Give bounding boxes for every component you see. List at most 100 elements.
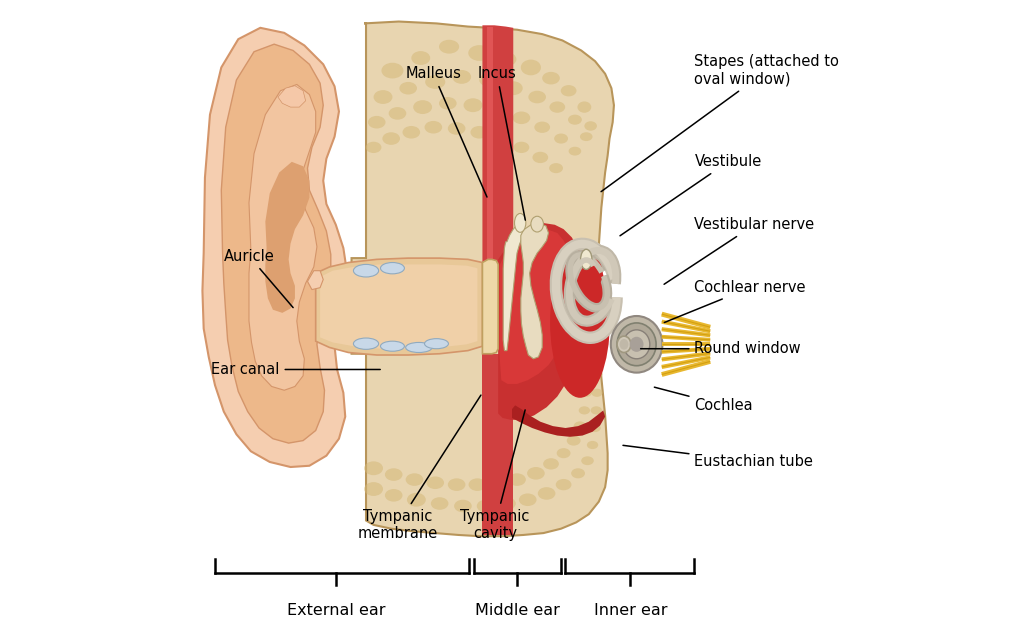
Ellipse shape	[412, 51, 430, 65]
Polygon shape	[249, 85, 317, 390]
Text: Tympanic
membrane: Tympanic membrane	[357, 395, 481, 541]
Ellipse shape	[479, 74, 497, 87]
Ellipse shape	[365, 482, 383, 496]
Polygon shape	[321, 264, 477, 349]
Ellipse shape	[554, 133, 568, 143]
Ellipse shape	[556, 479, 571, 490]
Ellipse shape	[585, 121, 597, 131]
Polygon shape	[486, 27, 494, 262]
Ellipse shape	[406, 343, 432, 353]
Ellipse shape	[527, 467, 545, 480]
Polygon shape	[482, 354, 513, 535]
Ellipse shape	[504, 82, 522, 95]
Ellipse shape	[630, 337, 643, 352]
Ellipse shape	[498, 52, 516, 66]
Ellipse shape	[514, 142, 529, 153]
Ellipse shape	[514, 214, 526, 233]
Ellipse shape	[489, 103, 507, 116]
Ellipse shape	[550, 101, 565, 112]
Ellipse shape	[532, 152, 548, 163]
Ellipse shape	[381, 341, 404, 351]
Text: External ear: External ear	[287, 603, 385, 618]
Ellipse shape	[561, 85, 577, 97]
Text: Incus: Incus	[477, 66, 525, 220]
Ellipse shape	[439, 40, 459, 54]
Ellipse shape	[425, 75, 445, 89]
Ellipse shape	[425, 339, 449, 349]
Ellipse shape	[453, 70, 471, 84]
Text: Malleus: Malleus	[406, 66, 487, 197]
Text: Inner ear: Inner ear	[594, 603, 667, 618]
Ellipse shape	[543, 458, 559, 470]
Ellipse shape	[407, 493, 426, 507]
Ellipse shape	[447, 122, 466, 135]
Ellipse shape	[566, 435, 581, 446]
Polygon shape	[498, 223, 585, 420]
Ellipse shape	[581, 389, 592, 397]
Ellipse shape	[617, 323, 656, 366]
Ellipse shape	[513, 111, 530, 124]
Ellipse shape	[425, 121, 442, 133]
Polygon shape	[500, 229, 573, 384]
Text: Middle ear: Middle ear	[474, 603, 559, 618]
Text: Vestibule: Vestibule	[620, 154, 762, 236]
Polygon shape	[315, 258, 482, 355]
Ellipse shape	[477, 500, 495, 513]
Ellipse shape	[573, 422, 587, 431]
Ellipse shape	[519, 494, 537, 506]
Ellipse shape	[353, 338, 379, 349]
Ellipse shape	[399, 82, 417, 95]
Ellipse shape	[585, 259, 602, 288]
Ellipse shape	[414, 100, 432, 114]
Ellipse shape	[353, 264, 379, 277]
Ellipse shape	[470, 126, 488, 138]
Ellipse shape	[578, 101, 591, 112]
Ellipse shape	[591, 370, 602, 378]
Polygon shape	[482, 259, 498, 354]
Ellipse shape	[498, 497, 516, 510]
Ellipse shape	[492, 132, 510, 145]
Text: Stapes (attached to
oval window): Stapes (attached to oval window)	[601, 54, 840, 191]
Ellipse shape	[535, 121, 550, 133]
Ellipse shape	[581, 249, 592, 269]
Ellipse shape	[610, 316, 663, 373]
Polygon shape	[203, 28, 347, 467]
Ellipse shape	[439, 97, 457, 109]
Ellipse shape	[581, 370, 592, 378]
Ellipse shape	[571, 468, 585, 478]
Polygon shape	[265, 162, 309, 313]
Ellipse shape	[550, 246, 610, 398]
Polygon shape	[503, 223, 524, 351]
Ellipse shape	[454, 500, 472, 513]
Polygon shape	[512, 405, 605, 437]
Ellipse shape	[617, 336, 631, 353]
Ellipse shape	[431, 497, 449, 510]
Ellipse shape	[385, 468, 402, 481]
Ellipse shape	[587, 441, 598, 449]
Text: Auricle: Auricle	[224, 249, 293, 308]
Ellipse shape	[579, 406, 590, 415]
Ellipse shape	[580, 132, 593, 141]
Ellipse shape	[549, 163, 563, 173]
Ellipse shape	[591, 389, 602, 397]
Ellipse shape	[557, 448, 570, 458]
Polygon shape	[278, 86, 305, 107]
Ellipse shape	[590, 424, 601, 432]
Ellipse shape	[402, 126, 420, 138]
Ellipse shape	[538, 487, 555, 500]
Ellipse shape	[468, 45, 490, 61]
Ellipse shape	[469, 478, 486, 491]
Ellipse shape	[528, 91, 546, 103]
Text: Cochlea: Cochlea	[654, 387, 753, 413]
Ellipse shape	[406, 473, 423, 486]
Ellipse shape	[368, 116, 385, 128]
Ellipse shape	[366, 142, 381, 153]
Polygon shape	[221, 44, 331, 443]
Text: Round window: Round window	[641, 341, 801, 356]
Ellipse shape	[530, 216, 544, 232]
Text: Vestibular nerve: Vestibular nerve	[665, 217, 815, 284]
Ellipse shape	[381, 262, 404, 274]
Ellipse shape	[385, 489, 402, 502]
Polygon shape	[351, 21, 614, 536]
Text: Ear canal: Ear canal	[211, 362, 380, 377]
